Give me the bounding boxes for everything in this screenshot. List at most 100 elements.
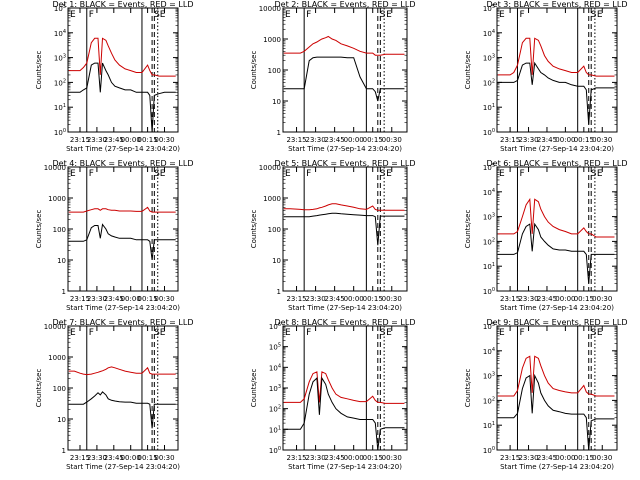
plot-frame [282, 7, 408, 133]
x-tick-label: 23:45 [325, 295, 345, 303]
x-tick-label: 00:00 [344, 295, 364, 303]
x-tick-label: 23:45 [104, 454, 124, 462]
event-marker-label: F [519, 328, 524, 338]
y-tick-label: 103 [483, 54, 495, 63]
plot-frame [496, 325, 618, 451]
x-tick-label: 00:00 [344, 136, 364, 144]
x-tick-label: 00:15 [363, 295, 383, 303]
y-axis-label: Counts/sec [35, 369, 43, 408]
series-line-lld [283, 203, 405, 211]
y-tick-label: 104 [483, 347, 495, 356]
x-axis-label: Start Time (27-Sep-14 23:04:20) [500, 145, 614, 153]
event-marker-label: E [597, 10, 603, 20]
y-tick-label: 104 [269, 363, 281, 372]
x-axis-label: Start Time (27-Sep-14 23:04:20) [500, 304, 614, 312]
x-tick-label: 00:15 [137, 295, 157, 303]
x-axis-label: Start Time (27-Sep-14 23:04:20) [288, 145, 402, 153]
x-tick-label: 00:30 [382, 295, 402, 303]
y-tick-label: 1 [62, 447, 66, 455]
x-tick-label: 00:15 [137, 454, 157, 462]
y-tick-label: 1 [62, 288, 66, 296]
x-tick-label: 23:45 [325, 136, 345, 144]
x-tick-label: 00:15 [574, 136, 594, 144]
x-tick-label: 00:15 [137, 136, 157, 144]
x-tick-label: 23:30 [518, 295, 538, 303]
event-marker-label: F [519, 169, 524, 179]
x-tick-label: 00:30 [592, 136, 612, 144]
series-line-events [283, 376, 405, 451]
event-marker-label: S [154, 328, 160, 338]
y-tick-label: 1000 [48, 354, 66, 362]
y-axis-label: Counts/sec [464, 369, 472, 408]
y-tick-label: 101 [483, 262, 495, 271]
x-tick-label: 23:45 [537, 295, 557, 303]
y-tick-label: 101 [483, 421, 495, 430]
y-tick-label: 10000 [259, 5, 281, 13]
x-tick-label: 00:15 [363, 136, 383, 144]
y-tick-label: 105 [54, 4, 66, 13]
panel-det-2: Det 2: BLACK = Events, RED = LLD 1 10 100 10… [250, 0, 415, 153]
y-tick-label: 102 [483, 78, 495, 87]
x-tick-label: 23:15 [500, 136, 520, 144]
y-tick-label: 1000 [263, 36, 281, 44]
y-tick-label: 100 [483, 287, 495, 296]
y-axis-label: Counts/sec [250, 51, 258, 90]
event-marker-label: E [160, 169, 166, 179]
y-axis-label: Counts/sec [35, 210, 43, 249]
event-marker-label: F [306, 10, 311, 20]
y-tick-label: 103 [269, 384, 281, 393]
x-tick-label: 00:30 [154, 295, 174, 303]
event-marker-label: S [380, 10, 386, 20]
x-tick-label: 23:30 [87, 136, 107, 144]
x-tick-label: 23:30 [518, 454, 538, 462]
x-tick-label: 23:30 [305, 295, 325, 303]
x-tick-label: 23:45 [104, 295, 124, 303]
x-tick-label: 23:15 [286, 136, 306, 144]
y-tick-label: 105 [483, 322, 495, 331]
y-tick-label: 102 [269, 405, 281, 414]
event-marker-label: S [154, 169, 160, 179]
x-axis-label: Start Time (27-Sep-14 23:04:20) [66, 145, 180, 153]
x-tick-label: 23:30 [87, 295, 107, 303]
event-marker-label: S [591, 328, 597, 338]
event-marker-label: E [70, 10, 76, 20]
y-tick-label: 103 [483, 213, 495, 222]
panel-title: Det 8: BLACK = Events, RED = LLD [275, 318, 416, 327]
event-marker-label: E [386, 169, 392, 179]
x-tick-label: 23:30 [87, 454, 107, 462]
y-tick-label: 1000 [48, 195, 66, 203]
event-marker-label: S [154, 10, 160, 20]
y-tick-label: 102 [483, 396, 495, 405]
y-tick-label: 101 [54, 103, 66, 112]
y-tick-label: 100 [483, 446, 495, 455]
event-marker-label: E [386, 328, 392, 338]
x-tick-label: 00:00 [555, 295, 575, 303]
x-tick-label: 00:00 [555, 454, 575, 462]
event-marker-label: F [306, 169, 311, 179]
x-tick-label: 23:15 [70, 295, 90, 303]
x-tick-label: 00:30 [592, 454, 612, 462]
x-tick-label: 23:15 [70, 454, 90, 462]
y-tick-label: 10000 [44, 164, 66, 172]
panel-det-7: Det 7: BLACK = Events, RED = LLD 1 10 100 10… [35, 318, 193, 471]
event-marker-label: S [380, 169, 386, 179]
event-marker-label: E [285, 169, 291, 179]
x-tick-label: 23:30 [305, 136, 325, 144]
plot-frame [67, 7, 179, 133]
y-tick-label: 105 [483, 4, 495, 13]
series-line-events [68, 391, 176, 429]
event-marker-label: E [499, 169, 505, 179]
panel-det-4: Det 4: BLACK = Events, RED = LLD 1 10 100 10… [35, 159, 193, 312]
y-axis-label: Counts/sec [464, 51, 472, 90]
panel-title: Det 4: BLACK = Events, RED = LLD [53, 159, 194, 168]
event-marker-label: E [597, 169, 603, 179]
panel-title: Det 6: BLACK = Events, RED = LLD [487, 159, 628, 168]
y-tick-label: 102 [483, 237, 495, 246]
y-tick-label: 106 [269, 322, 281, 331]
y-tick-label: 1 [277, 288, 281, 296]
event-marker-label: S [380, 328, 386, 338]
y-tick-label: 100 [268, 226, 281, 234]
y-axis-label: Counts/sec [464, 210, 472, 249]
panel-title: Det 3: BLACK = Events, RED = LLD [487, 0, 628, 9]
y-tick-label: 1 [277, 129, 281, 137]
